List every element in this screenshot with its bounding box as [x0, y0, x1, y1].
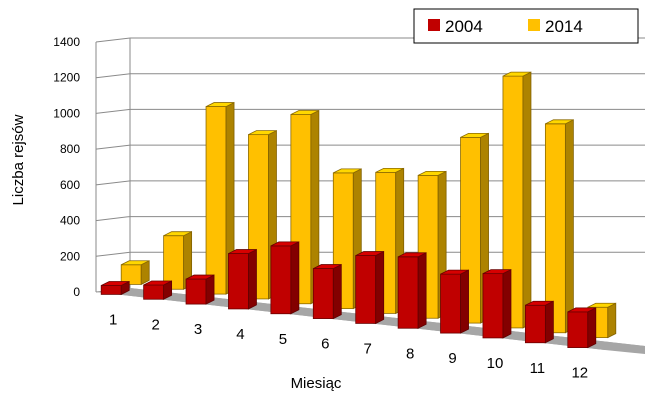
y-tick-label: 600	[60, 178, 80, 192]
legend-label-2014: 2014	[545, 17, 583, 36]
x-tick-label: 5	[279, 331, 287, 348]
y-tick-label: 800	[60, 142, 80, 156]
y-tick-label: 200	[60, 249, 80, 263]
bar-2004-7	[355, 250, 385, 325]
x-tick-label: 7	[364, 340, 372, 357]
bar-2004-9	[440, 269, 469, 334]
gridline-side	[95, 108, 131, 114]
bar-2004-6	[312, 263, 342, 320]
legend-box	[413, 8, 639, 44]
y-tick-label: 1000	[53, 106, 80, 120]
x-tick-label: 6	[321, 336, 329, 353]
y-tick-labels: 0 200 400 600 800 1000 1200 1400	[53, 35, 80, 299]
bar-2014-11	[544, 119, 574, 334]
legend-swatch-2004	[428, 19, 440, 31]
gridline-side	[95, 180, 131, 186]
x-tick-label: 4	[236, 326, 244, 343]
x-tick-labels: 1 2 3 4 5 6 7 8 9 10 11 12	[109, 311, 588, 381]
x-tick-label: 9	[448, 350, 456, 367]
y-axis-title: Liczba rejsów	[10, 114, 27, 205]
y-tick-label: 1200	[53, 71, 80, 85]
bar-2004-2	[143, 280, 173, 300]
x-tick-label: 1	[109, 311, 117, 328]
bar-2004-10	[482, 268, 512, 339]
x-tick-label: 2	[151, 316, 159, 333]
x-axis-title: Miesiąc	[291, 375, 342, 392]
bar-2014-1	[120, 260, 150, 286]
bar-2004-4	[228, 248, 257, 310]
bar-2004-3	[185, 274, 215, 305]
gridline-side	[95, 37, 131, 43]
y-tick-label: 400	[60, 214, 80, 228]
bar-2004-8	[397, 252, 427, 329]
bars	[100, 71, 617, 349]
bar-2004-1	[100, 280, 130, 296]
y-tick-label: 0	[73, 285, 80, 299]
x-tick-label: 3	[194, 321, 202, 338]
y-tick-label: 1400	[53, 35, 80, 49]
legend-label-2004: 2004	[445, 17, 483, 36]
bar-2004-12	[567, 307, 597, 349]
legend: 2004 2014	[413, 8, 639, 44]
legend-swatch-2014	[528, 19, 540, 31]
gridline-side	[95, 251, 131, 257]
x-tick-label: 10	[487, 355, 504, 372]
x-tick-label: 12	[571, 365, 588, 382]
x-tick-label: 8	[406, 345, 414, 362]
bar-2014-3	[205, 101, 235, 295]
x-tick-label: 11	[530, 360, 546, 377]
bar-2014-10	[502, 71, 532, 329]
bar-2004-11	[524, 300, 554, 344]
gridline-side	[95, 144, 131, 150]
bar-2004-5	[270, 241, 300, 315]
gridline-side	[95, 73, 131, 79]
gridline-side	[95, 216, 131, 222]
